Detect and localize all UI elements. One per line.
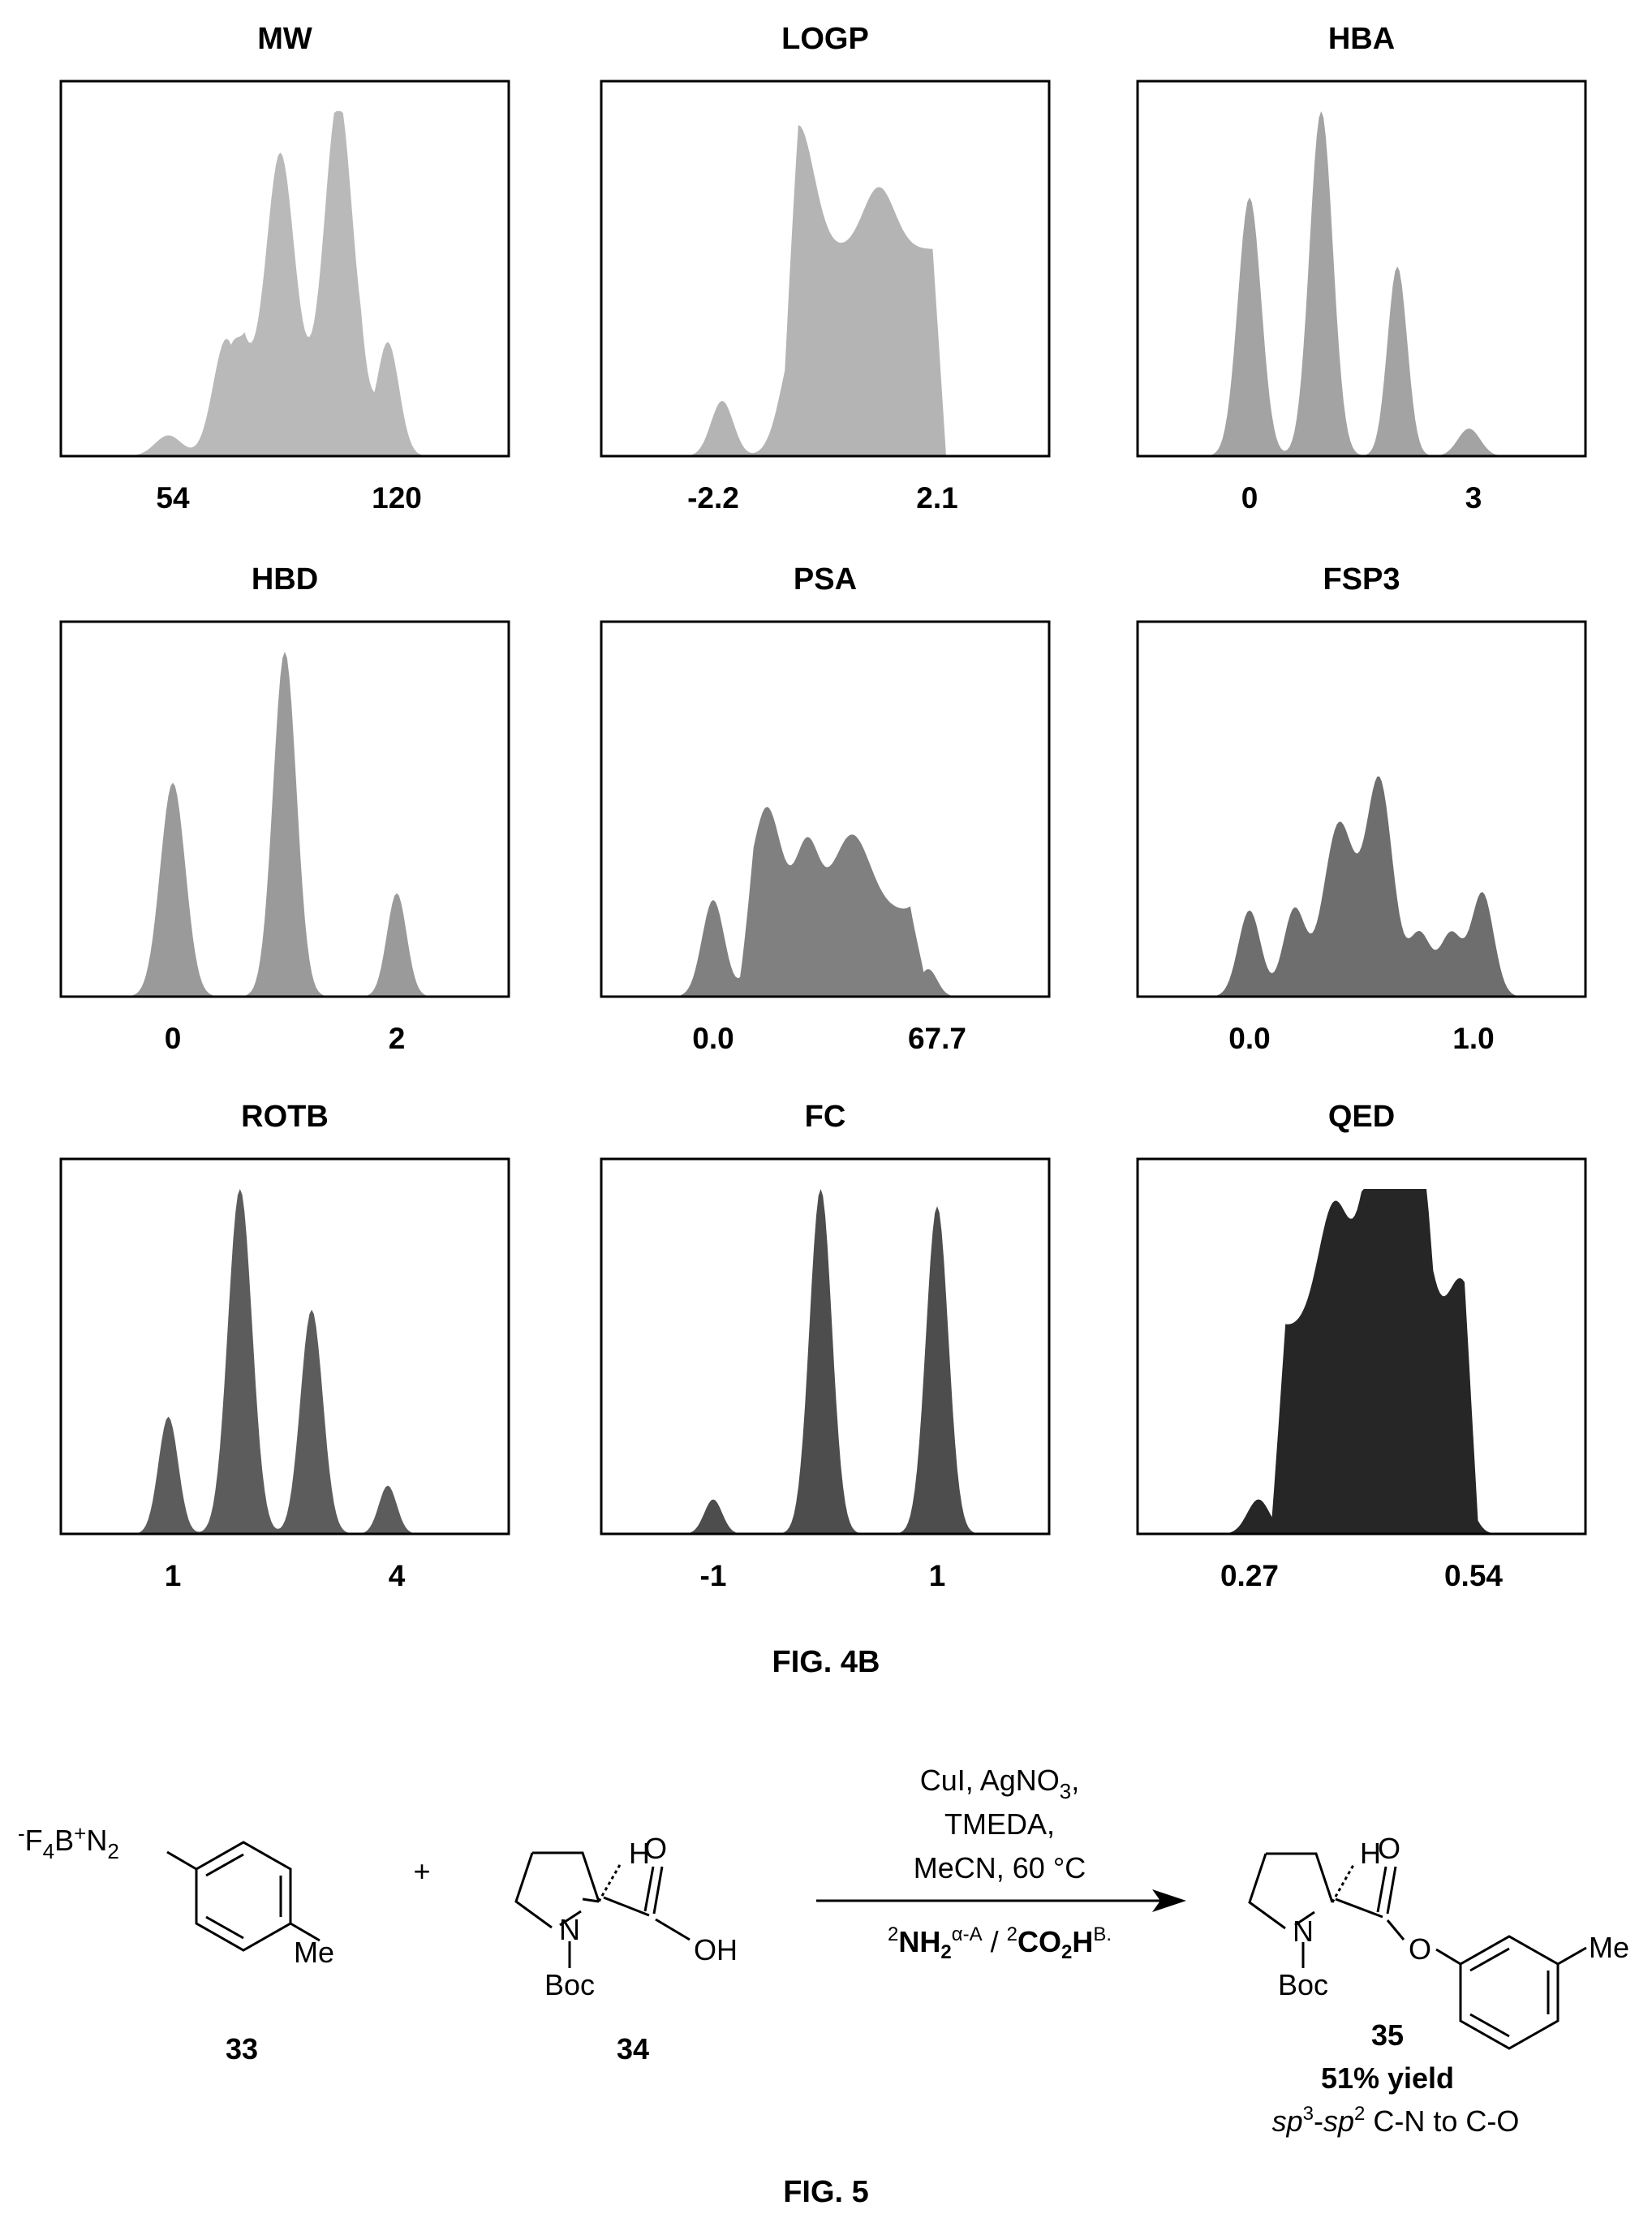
product-35-carbonyl-o: O (1378, 1832, 1400, 1865)
conditions-line2: TMEDA, (944, 1807, 1055, 1841)
panel-mw: MW 54 120 (59, 22, 510, 515)
product-35-h: H (1360, 1837, 1381, 1870)
rotb-tick-label: 1 (165, 1559, 182, 1592)
qed-tick-label: 0.27 (1220, 1559, 1279, 1592)
reagent-34-h: H (629, 1837, 650, 1870)
plus-sign: + (413, 1854, 430, 1888)
fsp3-density-area (1138, 776, 1585, 997)
qed-plot-frame (1136, 1157, 1587, 1536)
logp-tick-label: -2.2 (687, 481, 739, 515)
reagent-34-n: N (559, 1913, 580, 1946)
qed-tick-label: 0.54 (1444, 1559, 1503, 1592)
rotb-plot-frame (59, 1157, 510, 1536)
mw-tick-label: 120 (372, 481, 422, 515)
logp-density-area (601, 125, 1049, 456)
fsp3-tick-label: 1.0 (1452, 1022, 1494, 1055)
fsp3-title: FSP3 (1323, 562, 1400, 597)
hbd-tick-label: 0 (165, 1022, 182, 1055)
conditions-line1: CuI, AgNO3, (920, 1764, 1080, 1803)
logp-tick-label: 2.1 (916, 481, 957, 515)
mw-plot-frame (59, 80, 510, 458)
panel-rotb: ROTB 1 4 (59, 1100, 510, 1592)
product-35-yield: 51% yield (1321, 2061, 1454, 2095)
rotb-tick-label: 4 (389, 1559, 406, 1592)
fc-tick-label: -1 (700, 1559, 727, 1592)
logp-title: LOGP (781, 22, 869, 56)
psa-tick-label: 67.7 (908, 1022, 966, 1055)
panel-hba: HBA 0 3 (1136, 22, 1587, 515)
hbd-density-area (61, 652, 509, 997)
product-35-methyl: Me (1589, 1931, 1629, 1964)
reagent-34-oh: OH (694, 1933, 738, 1966)
qed-title: QED (1328, 1100, 1395, 1134)
psa-tick-label: 0.0 (692, 1022, 734, 1055)
hba-plot-frame (1136, 80, 1587, 458)
rotb-title: ROTB (241, 1100, 329, 1134)
panel-fsp3: FSP3 0.0 1.0 (1136, 562, 1587, 1055)
hbd-tick-label: 2 (389, 1022, 406, 1055)
fsp3-plot-frame (1136, 620, 1587, 998)
fc-plot-frame (600, 1157, 1051, 1536)
qed-density-area (1138, 1189, 1585, 1534)
product-35-bond-type: sp3-sp2 C-N to C-O (1272, 2103, 1520, 2138)
panel-fc: FC -1 1 (600, 1100, 1051, 1592)
psa-title: PSA (794, 562, 857, 597)
fc-tick-label: 1 (929, 1559, 946, 1592)
reagent-34-carbonyl-o: O (644, 1832, 667, 1865)
fsp3-tick-label: 0.0 (1228, 1022, 1270, 1055)
rotb-density-area (61, 1189, 509, 1534)
fig4b-label: FIG. 4B (772, 1645, 880, 1679)
fig5-label: FIG. 5 (783, 2175, 869, 2209)
panel-qed: QED 0.27 0.54 (1136, 1100, 1587, 1592)
conditions-handles: 2NH2α-A / 2CO2HB. (888, 1923, 1112, 1963)
product-35-boc: Boc (1278, 1968, 1328, 2001)
reagent-33-structure (166, 1841, 321, 1952)
logp-plot-frame (600, 80, 1051, 458)
product-35-ester-o: O (1409, 1932, 1431, 1966)
fc-density-area (601, 1189, 1049, 1534)
hba-tick-label: 3 (1465, 481, 1482, 515)
hba-title: HBA (1328, 22, 1395, 56)
conditions-line3: MeCN, 60 °C (914, 1851, 1086, 1884)
fc-title: FC (805, 1100, 846, 1134)
fig4b-histograms: MW 54 120 LOGP -2.2 2.1 HBA 0 3 HBD 0 2 PSA 0.0 67.7 FS… (59, 22, 1587, 1592)
hba-density-area (1138, 111, 1585, 456)
product-35-structure (1248, 1852, 1587, 2050)
hba-tick-label: 0 (1241, 481, 1258, 515)
hbd-plot-frame (59, 620, 510, 998)
reagent-34-structure (514, 1851, 690, 1968)
reagent-33-methyl: Me (294, 1936, 334, 1969)
mw-density-area (61, 111, 509, 456)
mw-title: MW (257, 22, 312, 56)
mw-tick-label: 54 (156, 481, 190, 515)
reagent-34-boc: Boc (544, 1968, 595, 2001)
reagent-33-formula: -F4B+N2 (18, 1821, 119, 1863)
panel-hbd: HBD 0 2 (59, 562, 510, 1055)
psa-plot-frame (600, 620, 1051, 998)
psa-density-area (601, 807, 1049, 997)
product-35-number: 35 (1371, 2018, 1404, 2052)
hbd-title: HBD (252, 562, 318, 597)
panel-logp: LOGP -2.2 2.1 (600, 22, 1051, 515)
reaction-scheme (166, 1841, 1587, 2050)
reagent-34-number: 34 (617, 2032, 649, 2065)
panel-psa: PSA 0.0 67.7 (600, 562, 1051, 1055)
reagent-33-number: 33 (226, 2032, 258, 2065)
product-35-n: N (1293, 1915, 1314, 1948)
